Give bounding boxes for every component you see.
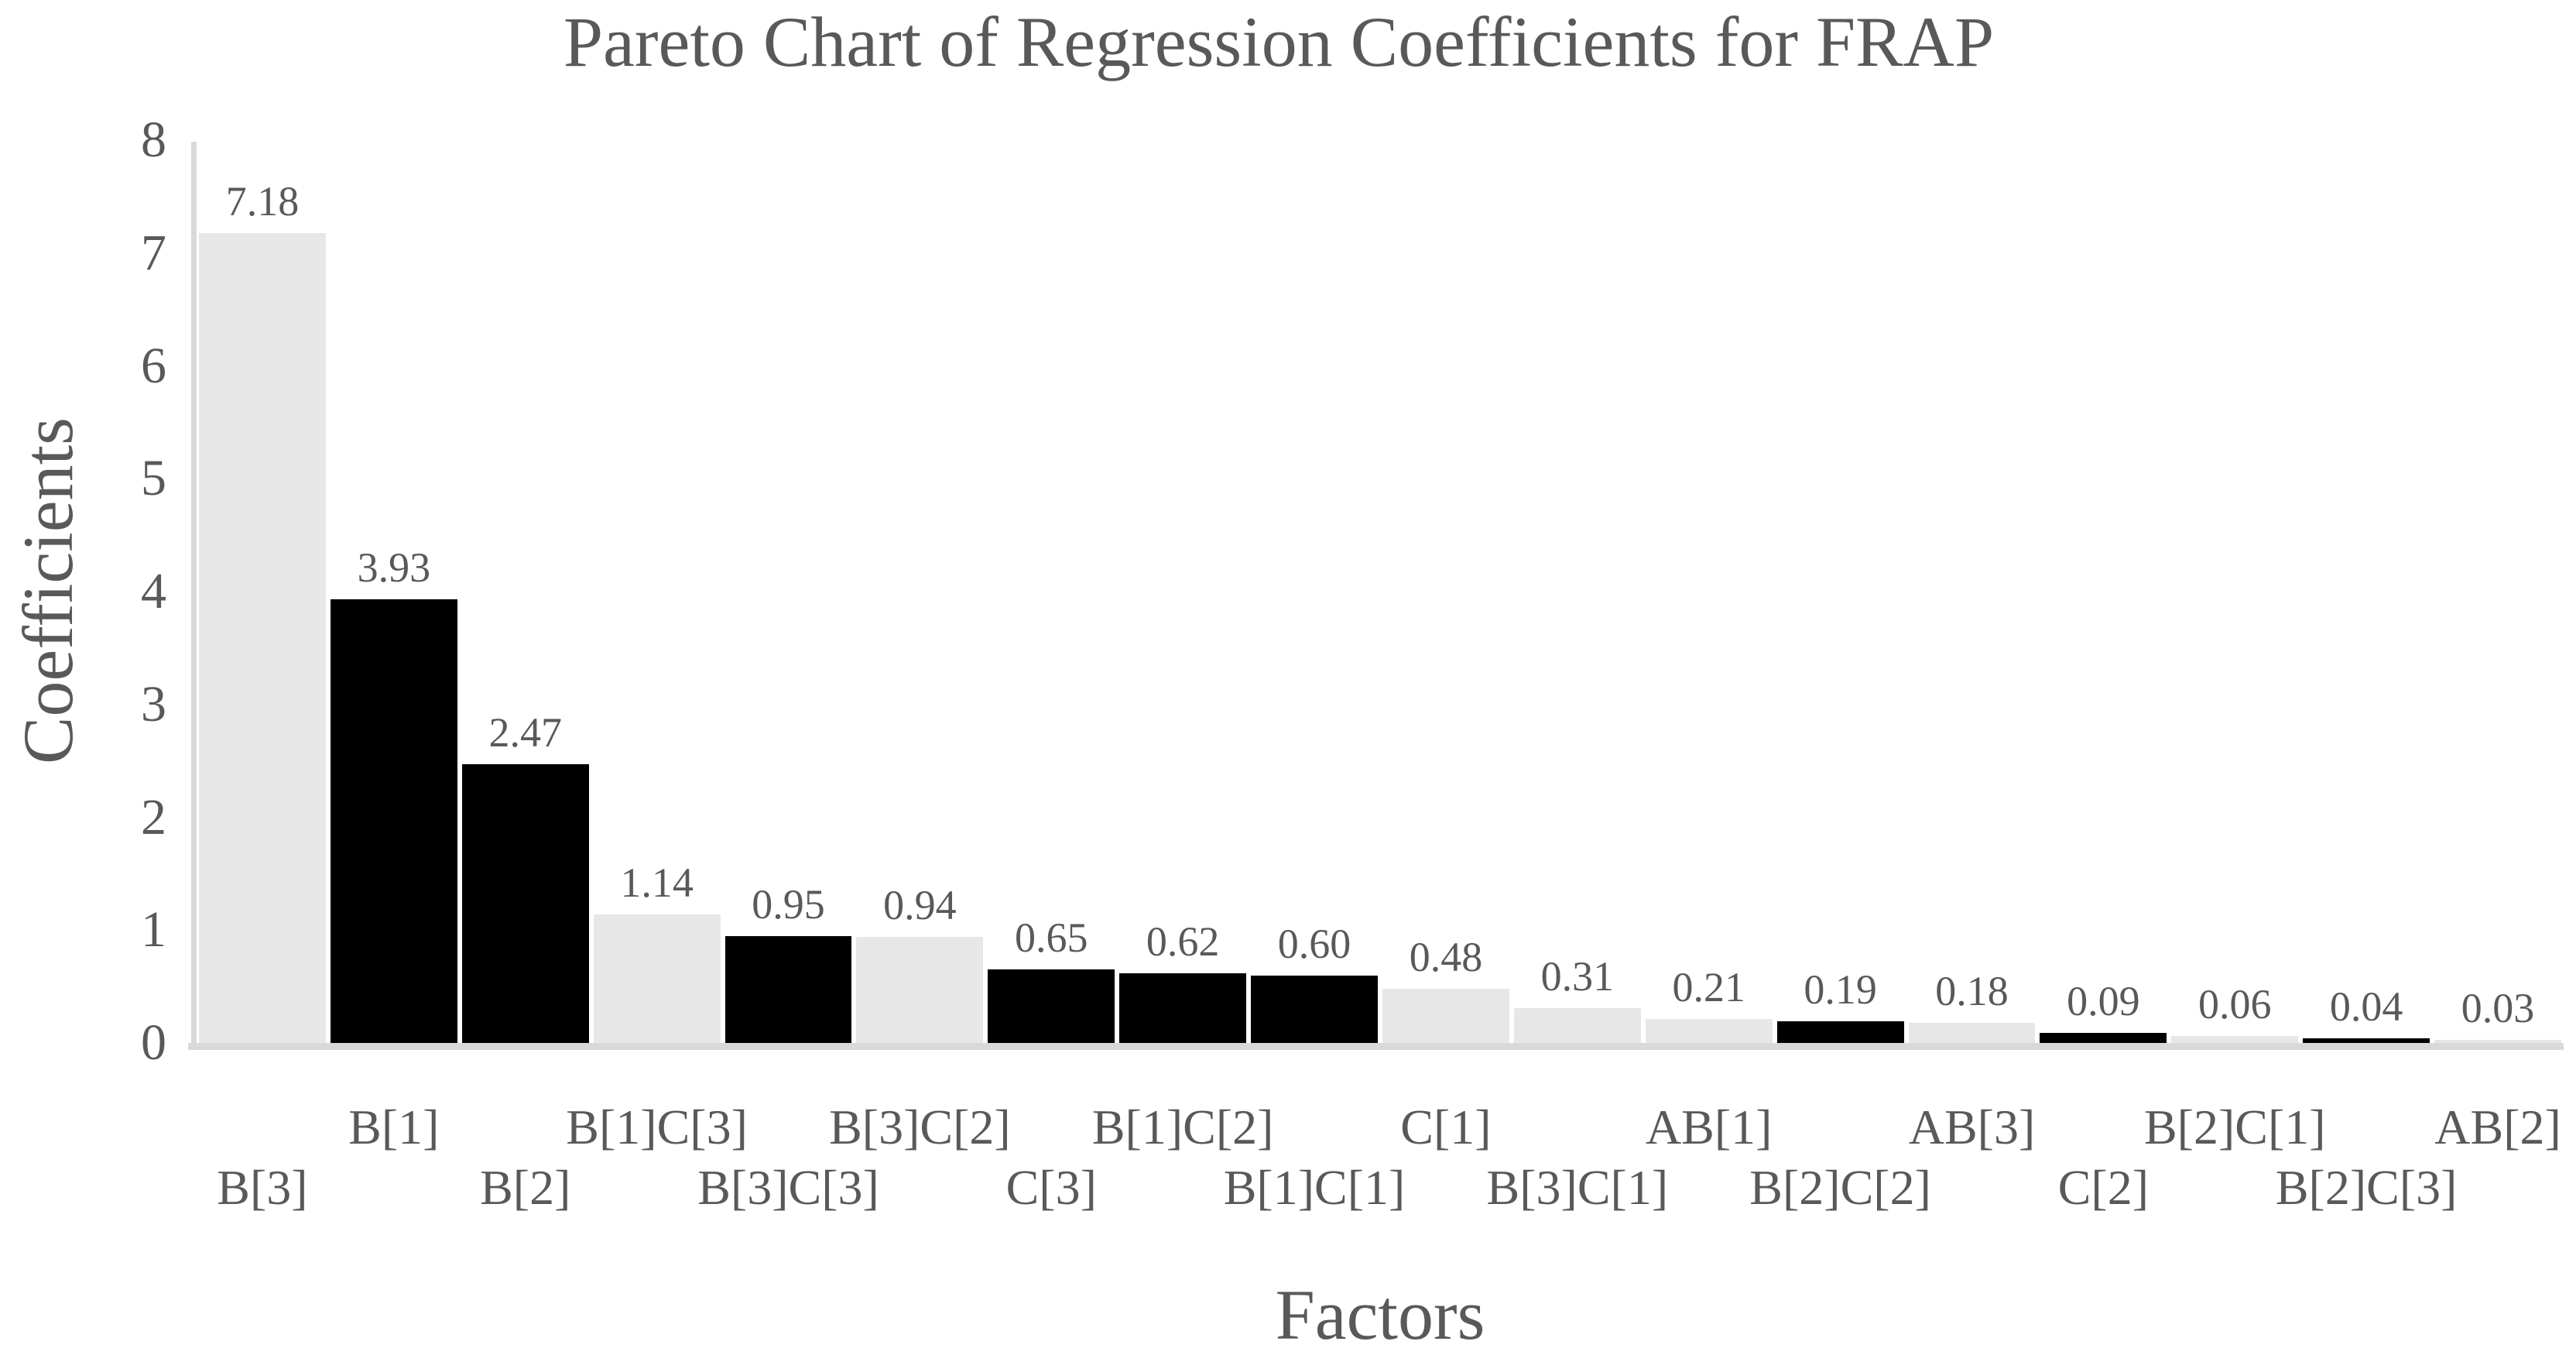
y-tick-label: 6	[141, 337, 166, 394]
bar-AB[3]	[1908, 1022, 2036, 1043]
y-tick-label: 5	[141, 450, 166, 507]
bar-C[2]	[2040, 1032, 2167, 1043]
x-category-label: B[1]	[348, 1099, 440, 1154]
bar-value-label: 1.14	[620, 859, 694, 906]
bar-value-label: 3.93	[357, 544, 431, 592]
x-category-label: B[2]C[2]	[1749, 1160, 1931, 1215]
y-tick-label: 8	[141, 111, 166, 168]
bar-value-label: 0.09	[2067, 977, 2140, 1024]
bar-value-label: 0.19	[1804, 966, 1877, 1014]
x-category-label: AB[3]	[1908, 1099, 2036, 1154]
x-category-label: C[3]	[1005, 1160, 1097, 1215]
bar-value-label: 0.06	[2198, 981, 2272, 1028]
bar-value-label: 0.31	[1540, 952, 1615, 1000]
bar-C[3]	[988, 969, 1115, 1043]
y-tick-label: 2	[141, 788, 166, 846]
plot-area: 7.18 3.93 2.47 1.14 0.95 0.94 0.65 0.62 0.60 0.48…	[197, 140, 2564, 1043]
x-category-label: B[1]C[3]	[566, 1099, 748, 1154]
x-category-label: B[3]C[2]	[829, 1099, 1011, 1154]
x-axis-title: Factors	[1275, 1275, 1485, 1354]
bar-AB[2]	[2434, 1039, 2561, 1043]
y-tick-label: 7	[141, 224, 166, 281]
y-tick-label: 4	[141, 563, 166, 619]
bar-value-label: 0.04	[2329, 983, 2403, 1031]
bar-B[1]C[1]	[1251, 975, 1378, 1043]
bar-B[3]C[3]	[724, 935, 852, 1043]
bar-B[3]C[2]	[856, 937, 984, 1043]
bar-C[1]	[1382, 989, 1509, 1043]
bar-value-label: 0.03	[2461, 984, 2535, 1031]
bar-B[2]C[3]	[2303, 1038, 2430, 1043]
y-tick-label: 1	[141, 901, 166, 959]
x-category-label: C[2]	[2057, 1160, 2150, 1215]
x-category-label: B[3]C[1]	[1486, 1160, 1669, 1215]
x-axis-line	[188, 1043, 2564, 1050]
y-tick-label: 0	[141, 1014, 166, 1071]
bar-value-label: 0.95	[752, 880, 825, 928]
bar-B[2]C[1]	[2171, 1036, 2299, 1043]
x-category-label: B[2]C[3]	[2275, 1160, 2458, 1215]
bar-value-label: 0.21	[1672, 964, 1745, 1011]
x-category-label: AB[2]	[2434, 1099, 2561, 1154]
bar-value-label: 0.48	[1409, 934, 1483, 981]
bar-value-label: 2.47	[488, 709, 562, 756]
y-axis-line	[191, 142, 197, 1049]
x-category-label: AB[1]	[1645, 1099, 1773, 1154]
bar-value-label: 0.94	[883, 882, 957, 928]
x-category-label: C[1]	[1400, 1099, 1492, 1154]
y-tick-label: 3	[141, 675, 166, 732]
bar-value-label: 7.18	[225, 177, 300, 225]
bar-AB[1]	[1645, 1019, 1773, 1043]
x-category-label: B[3]C[3]	[697, 1160, 879, 1215]
bar-value-label: 0.18	[1935, 967, 2009, 1014]
x-category-label: B[2]C[1]	[2143, 1099, 2326, 1154]
bar-value-label: 0.65	[1015, 914, 1088, 962]
x-category-label: B[2]	[480, 1160, 571, 1215]
bar-B[2]C[2]	[1776, 1021, 1904, 1043]
x-category-label: B[1]C[2]	[1091, 1099, 1274, 1154]
bar-B[1]	[330, 599, 457, 1043]
bar-B[1]C[3]	[593, 914, 721, 1043]
chart-title: Pareto Chart of Regression Coefficients …	[563, 2, 1995, 81]
bar-B[1]C[2]	[1119, 973, 1247, 1043]
bar-B[2]	[461, 764, 589, 1043]
bar-B[3]	[199, 232, 326, 1043]
x-category-label: B[3]	[217, 1160, 308, 1215]
bar-value-label: 0.60	[1277, 920, 1351, 967]
x-category-label: B[1]C[1]	[1223, 1160, 1406, 1215]
bar-value-label: 0.62	[1146, 918, 1220, 965]
bar-B[3]C[1]	[1513, 1007, 1641, 1043]
